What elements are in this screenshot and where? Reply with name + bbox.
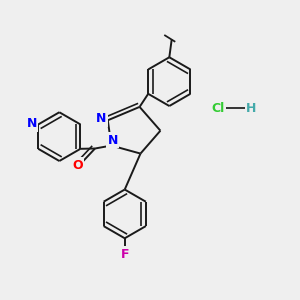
Text: F: F xyxy=(121,248,129,260)
Text: Cl: Cl xyxy=(212,102,225,115)
Text: O: O xyxy=(72,159,83,172)
Text: N: N xyxy=(96,112,106,125)
Text: H: H xyxy=(246,102,256,115)
Text: N: N xyxy=(26,117,37,130)
Text: N: N xyxy=(108,134,118,147)
